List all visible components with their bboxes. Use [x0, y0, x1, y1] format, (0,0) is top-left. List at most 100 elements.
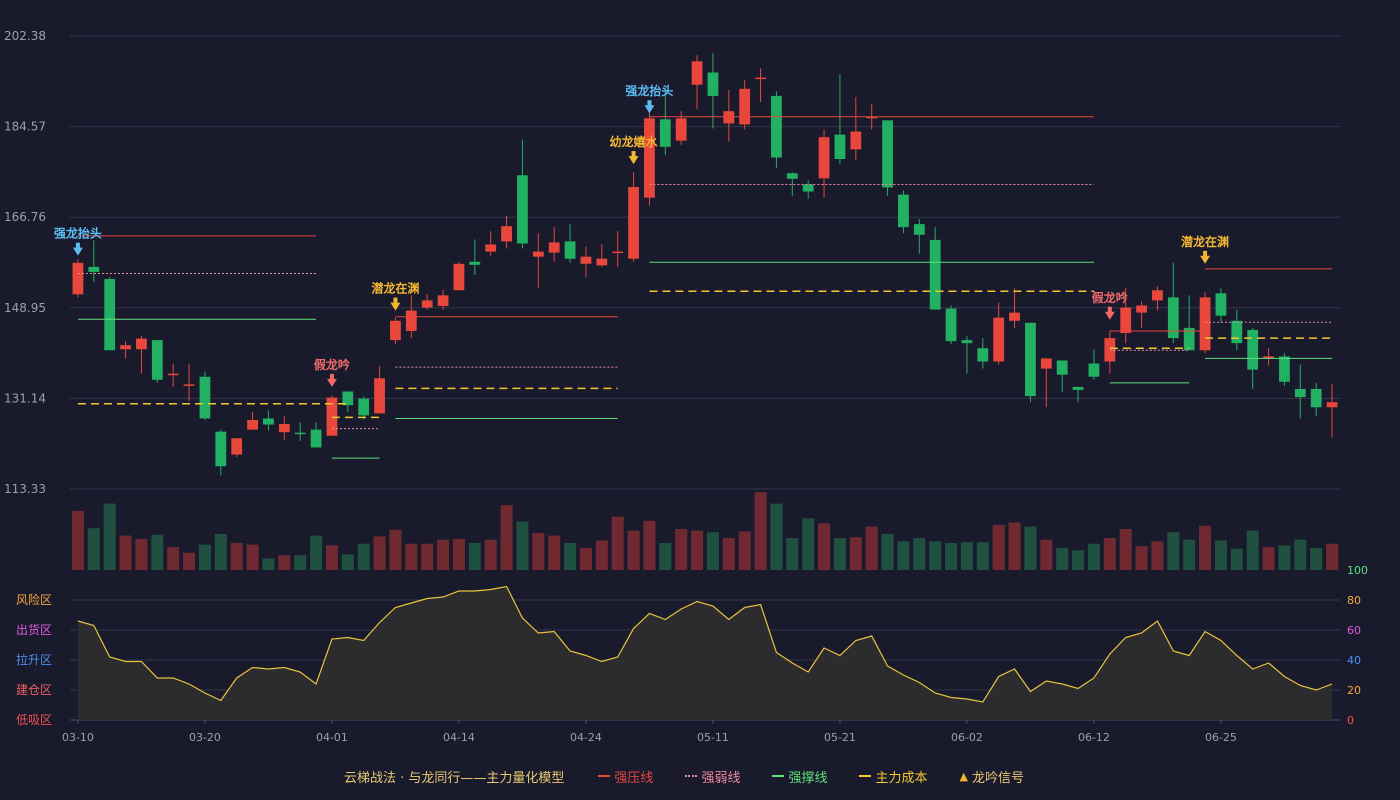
legend-item-cost[interactable]: 主力成本 — [859, 767, 927, 786]
volume-bar — [738, 531, 751, 570]
signal-arrow-stem — [1107, 306, 1112, 313]
volume-bar — [1024, 526, 1037, 570]
candle-body — [580, 256, 592, 264]
volume-bar — [1199, 525, 1212, 570]
candle-body — [374, 378, 385, 414]
candle-body — [263, 418, 274, 425]
candle-body — [247, 419, 258, 430]
candle-body — [310, 429, 322, 448]
volume-bar — [1103, 538, 1116, 570]
volume-bar — [675, 529, 688, 570]
candle-body — [1088, 363, 1100, 377]
price-y-tick-label: 148.95 — [4, 301, 46, 315]
candle-body — [802, 184, 814, 192]
volume-bar — [1135, 546, 1148, 570]
volume-bar — [754, 492, 767, 570]
candle-body — [326, 397, 338, 436]
candle-body — [707, 72, 719, 96]
candle-body — [548, 242, 560, 253]
dragon-ladder-chart: 202.38 184.57 166.76 148.95 131.14 113.33 强龙抬头… — [4, 29, 1368, 744]
volume-bar — [151, 534, 164, 570]
volume-bar — [389, 529, 402, 570]
legend-item-pressure[interactable]: 强压线 — [598, 767, 653, 786]
volume-bar — [198, 544, 211, 570]
osc-line — [77, 585, 1333, 703]
candle-body — [485, 244, 497, 252]
volume-bar — [357, 543, 370, 570]
x-axis: 03-10 03-20 04-01 04-14 04-24 05-11 05-21 06-02… — [62, 720, 1237, 744]
candle-body — [390, 320, 401, 341]
legend-item-support[interactable]: 强撑线 — [772, 767, 827, 786]
triangle-icon: ▲ — [959, 769, 968, 783]
legend-label-cost: 主力成本 — [875, 770, 928, 786]
volume-bar — [246, 544, 259, 570]
volume-bar — [135, 538, 148, 570]
candle-body — [278, 424, 290, 433]
candle-body — [1025, 322, 1036, 397]
candle-body — [469, 261, 481, 265]
candle-body — [1247, 329, 1259, 370]
osc-right-tick-label: 20 — [1347, 684, 1361, 697]
volume-bar — [579, 547, 592, 570]
candle-body — [771, 95, 782, 158]
candle-body — [72, 262, 84, 295]
candle-body — [1279, 356, 1290, 382]
osc-right-tick-label: 100 — [1347, 564, 1368, 577]
volume-bar — [818, 523, 831, 570]
volume-bar — [310, 535, 323, 570]
candle-body — [358, 398, 370, 416]
volume-bar — [976, 542, 989, 570]
volume-bar — [849, 537, 862, 570]
signal-arrow-stem — [75, 242, 80, 249]
signal-arrow-icon — [72, 247, 83, 256]
strength-line-swatch — [685, 775, 698, 777]
candle-body — [532, 251, 544, 257]
volume-bar — [373, 536, 386, 570]
price-y-tick-label: 113.33 — [4, 482, 46, 496]
signal-arrow-stem — [631, 151, 636, 158]
candle-body — [294, 432, 306, 435]
volume-bar — [341, 554, 354, 570]
volume-bar — [548, 535, 561, 570]
zone-label: 拉升区 — [16, 652, 52, 667]
volume-bar — [929, 541, 942, 570]
candle-body — [136, 338, 147, 350]
candle-body — [1152, 290, 1163, 301]
level-lines — [77, 116, 1333, 459]
volume-bar — [659, 542, 672, 570]
volume-bar — [421, 543, 434, 570]
legend-item-signal[interactable]: ▲ 龙吟信号 — [959, 767, 1023, 786]
x-tick-label: 03-10 — [62, 731, 94, 744]
legend-item-strength[interactable]: 强弱线 — [685, 767, 740, 786]
signal-label: 强龙抬头 — [54, 226, 102, 241]
candle-body — [993, 317, 1005, 362]
candle-body — [818, 137, 830, 179]
candle-body — [866, 116, 878, 119]
volume-bar — [468, 542, 481, 570]
chart-legend: 云梯战法 · 与龙同行——主力量化模型 强压线 强弱线 强撑线 主力成本 ▲ 龙… — [0, 766, 1400, 786]
candles — [72, 53, 1338, 476]
candle-body — [1183, 327, 1195, 351]
volume-bar — [1119, 529, 1132, 570]
signal-arrow-icon — [644, 105, 655, 114]
volume-bar — [230, 542, 243, 570]
volume-bar — [881, 533, 894, 570]
pressure-line-swatch — [598, 775, 611, 777]
candle-body — [1072, 386, 1084, 390]
candle-body — [755, 77, 766, 80]
candle-body — [342, 391, 354, 406]
signal-arrow-icon — [1104, 311, 1115, 320]
osc-area — [77, 586, 1333, 720]
candle-body — [501, 226, 512, 242]
candle-body — [1326, 402, 1338, 408]
candle-body — [1104, 338, 1116, 362]
volume-bar — [1214, 540, 1227, 570]
zone-label: 风险区 — [16, 592, 52, 607]
volume-bar — [1183, 539, 1196, 570]
volume-bar — [1230, 548, 1243, 570]
volume-bar — [183, 552, 196, 570]
candle-body — [739, 88, 751, 125]
zone-label: 出货区 — [16, 622, 52, 637]
volume-bar — [1040, 539, 1053, 570]
volume-bar — [1294, 539, 1307, 570]
